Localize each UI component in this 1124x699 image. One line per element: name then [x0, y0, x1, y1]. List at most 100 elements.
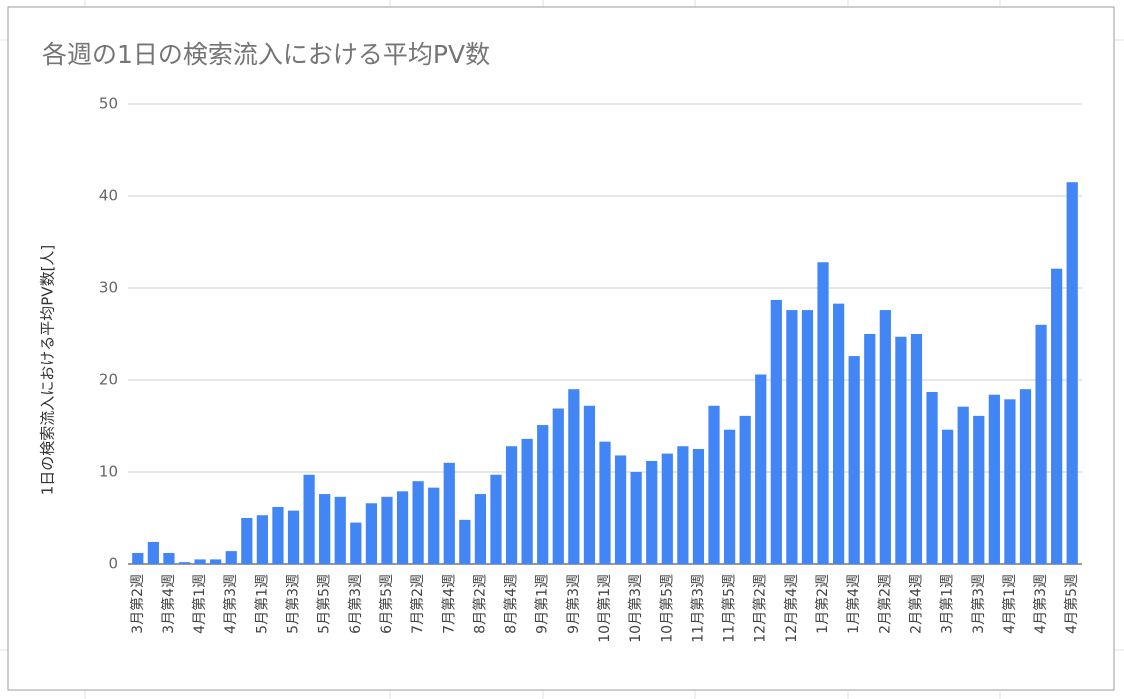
bar: [739, 415, 751, 564]
chart-title: 各週の1日の検索流入における平均PV数: [42, 40, 490, 69]
y-tick-label: 50: [99, 95, 118, 113]
y-axis-label: 1日の検索流入における平均PV数[人]: [39, 245, 57, 496]
bar: [521, 438, 533, 564]
bar: [334, 496, 346, 564]
bar: [287, 510, 300, 564]
bar: [443, 462, 455, 564]
x-tick-label: 10月第3週: [627, 574, 644, 643]
bar: [272, 506, 284, 564]
bar: [692, 449, 705, 564]
x-tick-label: 5月第1週: [253, 574, 270, 634]
x-tick-label: 5月第5週: [316, 574, 333, 634]
bar: [225, 551, 237, 564]
x-tick-label: 6月第3週: [347, 574, 364, 634]
x-tick-label: 12月第2週: [752, 574, 769, 643]
bar: [552, 408, 564, 564]
bar: [614, 455, 627, 564]
x-tick-label: 2月第2週: [876, 574, 893, 634]
x-tick-label: 1月第2週: [814, 574, 831, 634]
y-tick-label: 0: [108, 555, 118, 573]
x-tick-label: 9月第3週: [565, 574, 582, 634]
y-tick-label: 30: [99, 279, 118, 297]
bar: [879, 310, 891, 564]
x-tick-label: 10月第5週: [658, 574, 675, 643]
bar: [319, 494, 331, 564]
bar: [988, 394, 1000, 564]
x-tick-label: 4月第1週: [1001, 574, 1018, 634]
x-tick-label: 10月第1週: [596, 574, 613, 643]
bar: [599, 441, 611, 564]
x-tick-label: 4月第3週: [1032, 574, 1049, 634]
bar: [194, 559, 206, 564]
bar: [428, 487, 440, 564]
bar: [505, 446, 518, 564]
bar: [910, 334, 923, 564]
bar: [973, 415, 985, 564]
bar: [365, 503, 377, 564]
bar: [568, 389, 580, 564]
bar: [708, 405, 720, 564]
bar: [895, 336, 907, 564]
bar: [770, 299, 782, 564]
x-tick-label: 4月第3週: [222, 574, 239, 634]
x-tick-label: 6月第5週: [378, 574, 395, 634]
bar: [459, 519, 471, 564]
x-tick-label: 3月第2週: [129, 574, 146, 634]
bar: [661, 453, 673, 564]
x-tick-label: 4月第5週: [1063, 574, 1080, 634]
bar: [926, 391, 938, 564]
bar: [723, 429, 736, 564]
bar: [848, 356, 860, 564]
bar: [957, 406, 969, 564]
bar: [132, 552, 144, 564]
x-tick-label: 4月第1週: [191, 574, 208, 634]
bar: [381, 496, 393, 564]
bar: [1035, 324, 1047, 564]
bar: [583, 405, 596, 564]
x-tick-label: 3月第1週: [939, 574, 956, 634]
chart-frame: [7, 6, 1115, 691]
x-tick-label: 2月第4週: [907, 574, 924, 634]
bar: [833, 303, 845, 564]
bar: [241, 518, 253, 564]
x-tick-label: 3月第4週: [160, 574, 177, 634]
bar: [474, 494, 487, 564]
x-tick-label: 11月第5週: [721, 574, 738, 643]
bar: [801, 310, 814, 564]
x-tick-label: 3月第3週: [970, 574, 987, 634]
bar: [1004, 399, 1016, 564]
bar: [786, 310, 798, 564]
bar: [147, 541, 159, 564]
bar: [350, 522, 362, 564]
bar: [755, 374, 767, 564]
bar: [1051, 268, 1063, 564]
bar: [412, 481, 424, 564]
y-tick-label: 20: [99, 371, 118, 389]
x-tick-label: 8月第4週: [503, 574, 520, 634]
bar: [1066, 182, 1078, 564]
x-tick-label: 8月第2週: [471, 574, 488, 634]
x-tick-label: 11月第3週: [689, 574, 706, 643]
x-tick-label: 9月第1週: [534, 574, 551, 634]
bar: [630, 472, 642, 564]
y-tick-label: 40: [99, 187, 118, 205]
x-tick-label: 7月第2週: [409, 574, 426, 634]
y-tick-label: 10: [99, 463, 118, 481]
bar: [303, 474, 315, 564]
x-tick-label: 5月第3週: [285, 574, 302, 634]
bar: [942, 429, 954, 564]
bar: [1019, 389, 1032, 564]
bar: [163, 552, 175, 564]
bar: [490, 474, 502, 564]
x-tick-label: 1月第4週: [845, 574, 862, 634]
bar: [864, 334, 876, 564]
x-tick-label: 12月第4週: [783, 574, 800, 643]
x-tick-label: 7月第4週: [440, 574, 457, 634]
bar: [256, 515, 268, 564]
bar: [537, 425, 549, 564]
bar: [396, 491, 409, 564]
bar: [210, 559, 222, 564]
bar: [817, 262, 829, 564]
